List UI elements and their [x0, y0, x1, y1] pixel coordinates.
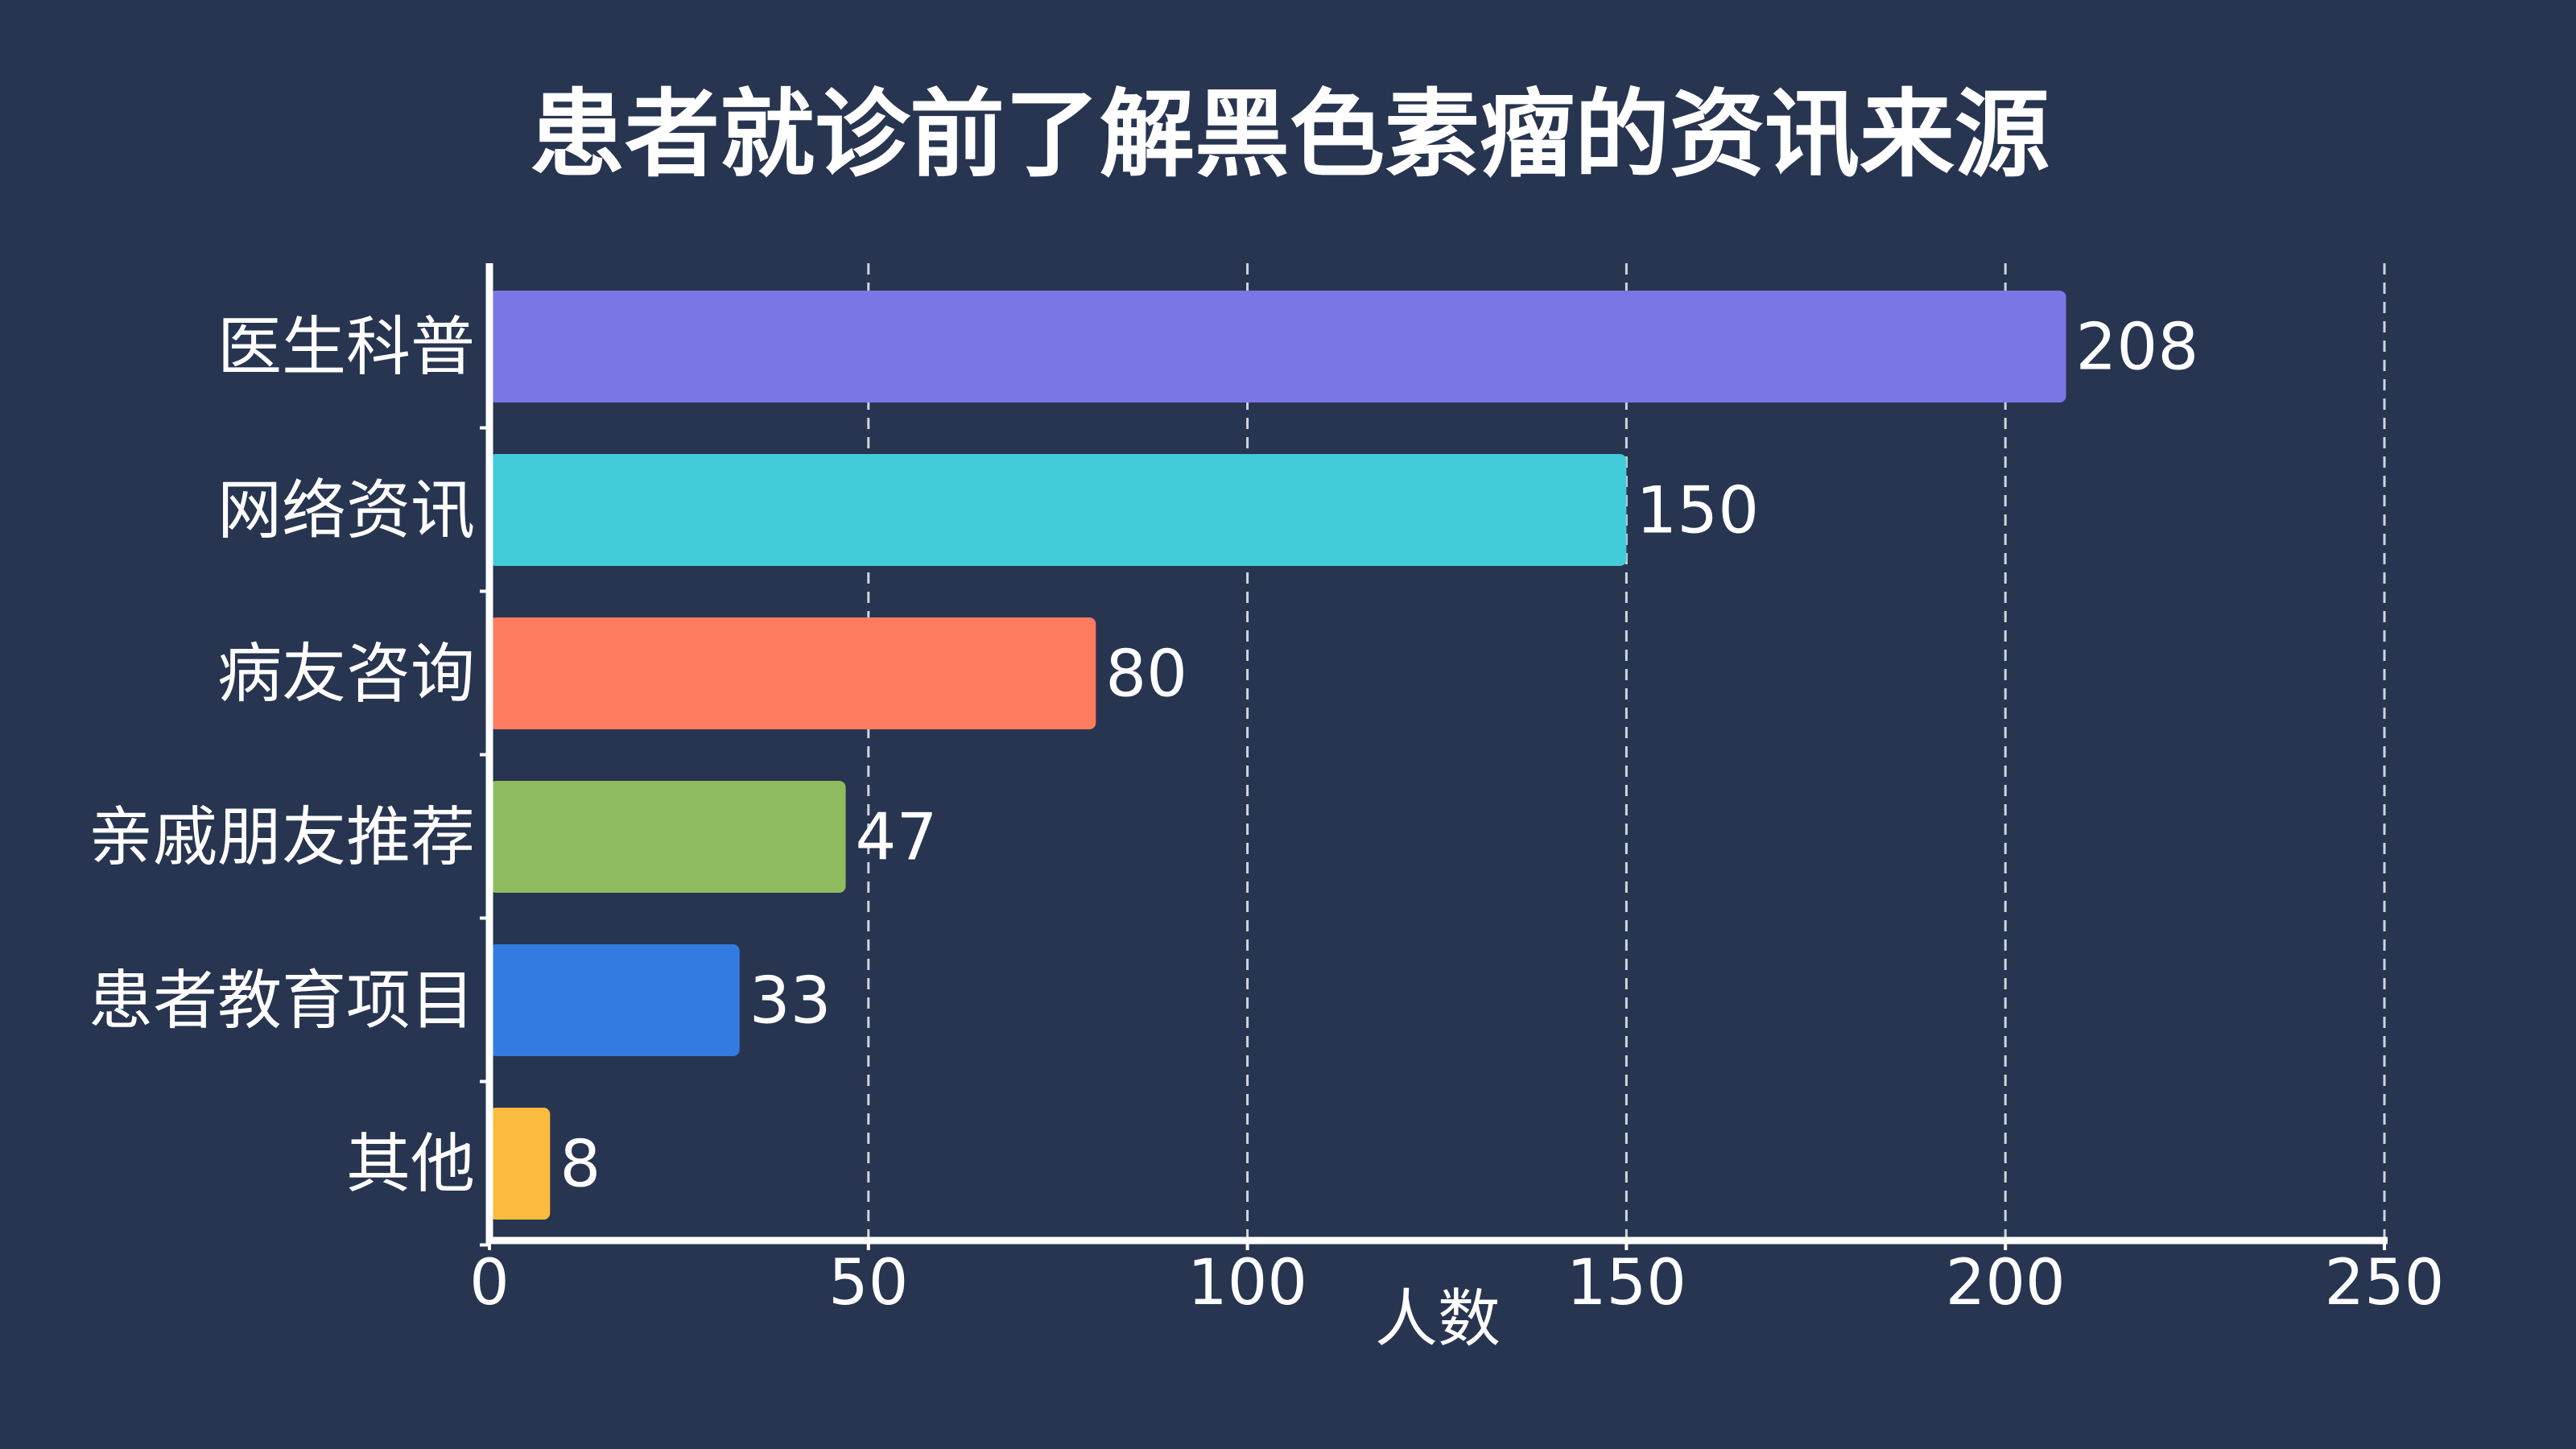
bar [489, 617, 1096, 729]
bar [489, 1108, 551, 1220]
y-tick-label: 患者教育项目 [89, 964, 475, 1038]
data-label: 8 [559, 1127, 601, 1202]
x-tick-label: 50 [828, 1247, 908, 1319]
chart-title: 患者就诊前了解黑色素瘤的资讯来源 [530, 79, 2050, 190]
bar [489, 944, 740, 1056]
x-tick-label: 0 [469, 1247, 510, 1319]
y-tick-label: 其他 [346, 1127, 475, 1202]
axes: 0 50 100 150 200 250 医生科普网络资讯病友咨询亲戚朋友推荐患者教育项目其… [89, 263, 2444, 1319]
data-label: 208 [2076, 310, 2199, 385]
y-tick-label: 病友咨询 [217, 637, 475, 712]
x-tick-label: 150 [1567, 1247, 1686, 1319]
gridlines [867, 263, 2386, 1241]
data-label: 150 [1636, 473, 1759, 548]
y-tick-label: 亲戚朋友推荐 [89, 800, 475, 875]
x-tick-label: 200 [1946, 1247, 2066, 1319]
bar [489, 291, 2066, 402]
data-label: 80 [1105, 637, 1187, 712]
x-tick-label: 100 [1187, 1247, 1307, 1319]
data-label: 47 [856, 800, 938, 875]
x-axis-label: 人数 [1375, 1283, 1501, 1356]
bar [489, 781, 846, 893]
x-tick-label: 250 [2325, 1247, 2445, 1319]
bar [489, 454, 1627, 566]
bars: 208 150 80 47 33 8 [489, 291, 2198, 1220]
y-tick-label: 网络资讯 [217, 473, 475, 548]
y-tick-label: 医生科普 [217, 310, 475, 385]
data-label: 33 [749, 964, 832, 1038]
